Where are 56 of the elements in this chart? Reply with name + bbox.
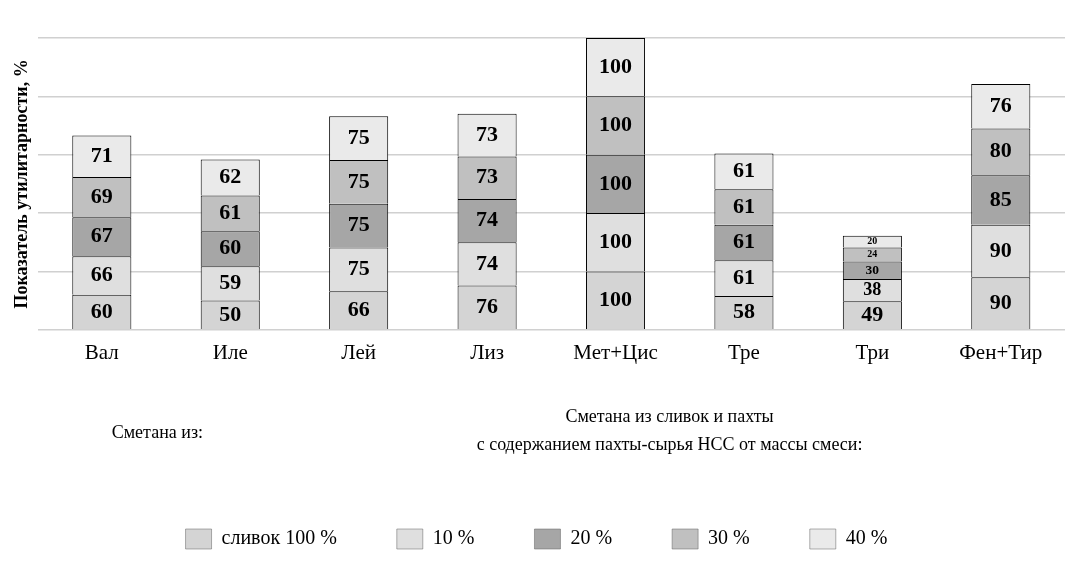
legend-label: 20 %: [570, 526, 613, 549]
data-label: 61: [732, 192, 755, 218]
data-label: 61: [732, 228, 755, 254]
data-label: 90: [989, 288, 1012, 314]
data-label: 50: [219, 300, 242, 326]
data-label: 75: [347, 123, 370, 149]
data-label: 62: [219, 163, 242, 189]
data-label: 20: [867, 235, 878, 247]
data-label: 66: [347, 295, 370, 321]
data-label: 73: [476, 120, 499, 146]
data-label: 24: [867, 248, 878, 260]
text: Сметана из сливок и пахты с содержанием пахты-сырья НСС от массы смеси:: [476, 405, 863, 454]
data-label: 80: [989, 137, 1012, 163]
data-label: 76: [989, 91, 1012, 117]
data-label: 90: [989, 236, 1012, 262]
x-tick-label: Тре: [728, 339, 760, 364]
x-tick-label: Мет+Цис: [573, 339, 658, 364]
data-label: 58: [732, 298, 755, 324]
x-tick-label: Три: [855, 339, 890, 364]
data-label: 59: [219, 269, 242, 295]
data-label: 74: [476, 206, 499, 232]
data-label: 69: [90, 182, 113, 208]
data-label: 30: [865, 261, 880, 277]
legend-label: 30 %: [708, 526, 750, 549]
x-tick-label: Вал: [84, 339, 119, 364]
data-label: 100: [599, 285, 633, 311]
data-label: 66: [90, 261, 113, 287]
data-label: 73: [476, 163, 499, 189]
x-tick-label: Лей: [341, 339, 376, 364]
data-label: 100: [599, 227, 633, 253]
legend-label: 10 %: [432, 526, 475, 549]
text: Сметана из:: [111, 421, 204, 442]
x-tick-label: Фен+Тир: [959, 339, 1043, 364]
x-tick-label: Иле: [212, 339, 248, 364]
data-label: 67: [90, 222, 113, 248]
data-label: 61: [732, 157, 755, 183]
data-label: 61: [732, 263, 755, 289]
data-label: 76: [476, 292, 499, 318]
data-label: 100: [599, 169, 633, 195]
data-label: 75: [347, 255, 370, 281]
data-label: 100: [599, 52, 633, 78]
y-axis-title: Показатель утилитарности, %: [11, 59, 32, 309]
data-label: 38: [863, 278, 882, 299]
data-label: 75: [347, 211, 370, 237]
legend-label: 40 %: [845, 526, 888, 549]
data-label: 74: [476, 249, 499, 275]
data-label: 60: [90, 297, 113, 323]
data-label: 100: [599, 111, 633, 137]
legend-label: сливок 100 %: [221, 526, 337, 549]
data-label: 85: [989, 185, 1012, 211]
x-tick-label: Лиз: [470, 339, 504, 364]
data-label: 75: [347, 167, 370, 193]
data-label: 61: [219, 199, 242, 225]
data-label: 60: [219, 234, 242, 260]
data-label: 71: [90, 141, 113, 167]
data-label: 49: [861, 300, 884, 326]
